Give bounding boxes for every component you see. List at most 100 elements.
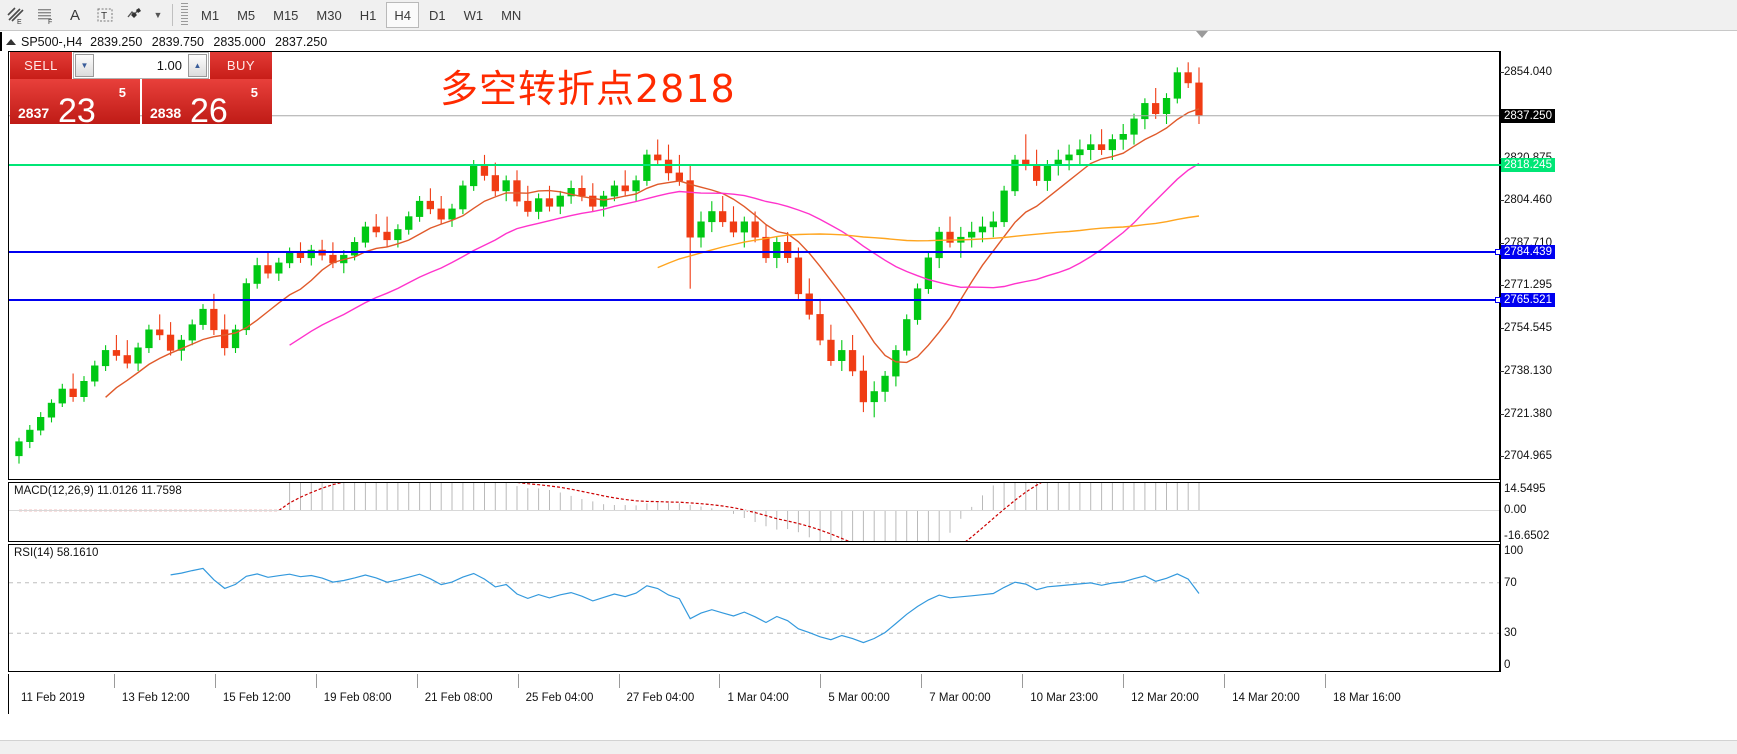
price-axis[interactable]: 2854.0402820.8752804.4602787.7102771.295…: [1500, 0, 1600, 754]
quote-low: 2835.000: [213, 34, 266, 49]
collapse-triangle-icon[interactable]: [6, 38, 16, 45]
price-axis-tick: 2771.295: [1500, 279, 1552, 291]
pane-resize-marker-icon[interactable]: [1196, 31, 1208, 38]
rsi-label: RSI(14) 58.1610: [14, 547, 99, 559]
time-axis-tick: 25 Feb 04:00: [525, 692, 594, 704]
price-axis-tick: 2854.040: [1500, 66, 1552, 78]
line-drag-handle[interactable]: [1495, 297, 1501, 304]
timeframe-button-d1[interactable]: D1: [428, 7, 446, 23]
timeframe-button-h4[interactable]: H4: [386, 2, 419, 28]
time-axis-tick: 19 Feb 08:00: [323, 692, 392, 704]
chart-annotation-text: 多空转折点2818: [440, 67, 736, 111]
time-axis-tick: 21 Feb 08:00: [424, 692, 493, 704]
time-axis-tick: 18 Mar 16:00: [1333, 692, 1401, 704]
time-axis-tick: 12 Mar 20:00: [1131, 692, 1199, 704]
symbol-label: SP500-,H4: [21, 34, 83, 49]
time-axis-separator: [1022, 674, 1024, 688]
one-click-trading-panel[interactable]: SELL ▼ 1.00 ▲ BUY 2837 23 5 2838 26 5: [10, 52, 272, 124]
text-label-icon[interactable]: T: [90, 1, 120, 29]
macd-axis-tick: -16.6502: [1504, 529, 1550, 542]
price-chart-pane[interactable]: [8, 51, 1500, 480]
timeframe-button-m5[interactable]: M5: [237, 7, 256, 23]
axis-tick-mark: [1500, 200, 1504, 201]
time-axis-tick: 10 Mar 23:00: [1030, 692, 1098, 704]
time-axis-separator: [1123, 674, 1125, 688]
volume-input[interactable]: 1.00: [156, 58, 182, 73]
timeframe-button-m15[interactable]: M15: [273, 7, 299, 23]
quote-close: 2837.250: [275, 34, 328, 49]
rsi-indicator-pane[interactable]: RSI(14) 58.1610: [8, 544, 1500, 672]
macd-axis-tick: 0.00: [1504, 504, 1527, 517]
line-drag-handle[interactable]: [1495, 248, 1501, 255]
svg-text:T: T: [101, 11, 107, 22]
sell-price-integer: 2837: [18, 105, 50, 121]
chevron-down-icon[interactable]: ▼: [153, 10, 163, 20]
time-axis-separator: [214, 674, 216, 688]
sell-price-fraction: 5: [118, 85, 126, 100]
main-toolbar: E F A T: [0, 0, 1737, 31]
rsi-axis-tick: 70: [1504, 576, 1517, 589]
oct-header-row: SELL ▼ 1.00 ▲ BUY: [10, 52, 272, 79]
toolbar-divider: [172, 4, 173, 26]
price-axis-tick: 2721.380: [1500, 408, 1552, 420]
support-line-2765[interactable]: [9, 297, 1501, 304]
price-axis-current-price-badge: 2837.250: [1501, 108, 1555, 123]
time-axis-tick: 7 Mar 00:00: [929, 692, 991, 704]
horizontal-scrollbar[interactable]: [0, 740, 1737, 754]
axis-tick-mark: [1500, 72, 1504, 74]
rsi-axis-tick: 100: [1504, 545, 1524, 557]
price-axis-support-line-badge: 2784.439: [1501, 244, 1555, 259]
timeframe-button-m1[interactable]: M1: [201, 7, 220, 23]
resistance-line-2818[interactable]: [9, 163, 1501, 166]
time-axis[interactable]: 11 Feb 2019 13 Feb 12:00 15 Feb 12:00 19 Fe…: [8, 674, 1500, 714]
time-axis-separator: [1224, 674, 1226, 688]
axis-tick-mark: [1500, 243, 1504, 245]
axis-tick-mark: [1500, 455, 1504, 457]
quote-open: 2839.250: [90, 34, 143, 49]
timeframe-button-m30[interactable]: M30: [316, 7, 342, 23]
time-axis-separator: [113, 674, 115, 688]
time-axis-tick: 5 Mar 00:00: [828, 692, 890, 704]
price-axis-tick: 2754.545: [1500, 322, 1552, 334]
text-tool-icon[interactable]: A: [69, 6, 80, 24]
rsi-axis-tick: 30: [1504, 627, 1517, 640]
sell-price-tile[interactable]: 2837 23 5: [10, 79, 140, 124]
toolbar-drag-handle[interactable]: [181, 3, 188, 27]
indicators-icon[interactable]: E: [0, 1, 30, 29]
objects-icon[interactable]: [120, 1, 150, 29]
timeframe-button-w1[interactable]: W1: [463, 7, 484, 23]
sell-price-main: 23: [58, 92, 96, 124]
price-axis-tick: 2804.460: [1500, 194, 1552, 206]
volume-decrease-button[interactable]: ▼: [75, 54, 94, 77]
timeframe-button-h1[interactable]: H1: [359, 7, 377, 23]
buy-price-main: 26: [190, 92, 228, 124]
grid-icon[interactable]: F: [30, 1, 60, 29]
timeframe-button-mn[interactable]: MN: [501, 7, 522, 23]
svg-text:F: F: [48, 19, 52, 25]
macd-label: MACD(12,26,9) 11.0126 11.7598: [14, 485, 182, 497]
time-axis-tick: 15 Feb 12:00: [222, 692, 291, 704]
axis-tick-mark: [1500, 413, 1504, 415]
axis-tick-mark: [1500, 370, 1504, 372]
axis-tick-mark: [1500, 328, 1504, 330]
price-axis-resistance-line-badge: 2818.245: [1501, 157, 1555, 172]
macd-indicator-pane[interactable]: MACD(12,26,9) 11.0126 11.7598: [8, 482, 1500, 542]
timeframe-button-group: M1 M5 M15 M30 H1 H4 D1 W1 MN: [192, 2, 530, 28]
macd-axis-tick: 14.5495: [1504, 483, 1546, 495]
time-axis-separator: [315, 674, 317, 688]
symbol-quote-bar: SP500-,H4 2839.250 2839.750 2835.000 283…: [0, 32, 1737, 51]
time-axis-tick: 14 Mar 20:00: [1232, 692, 1300, 704]
volume-stepper[interactable]: ▼ 1.00 ▲: [73, 52, 209, 79]
rsi-canvas: [9, 567, 1499, 644]
buy-price-tile[interactable]: 2838 26 5: [142, 79, 272, 124]
time-axis-separator: [618, 674, 620, 688]
sell-button[interactable]: SELL: [10, 52, 72, 79]
support-line-2784[interactable]: [9, 248, 1501, 255]
buy-button[interactable]: BUY: [210, 52, 272, 79]
oct-price-row: 2837 23 5 2838 26 5: [10, 79, 272, 124]
time-axis-tick: 1 Mar 04:00: [727, 692, 789, 704]
time-axis-separator: [820, 674, 822, 688]
volume-increase-button[interactable]: ▲: [188, 54, 207, 77]
time-axis-separator: [416, 674, 418, 688]
